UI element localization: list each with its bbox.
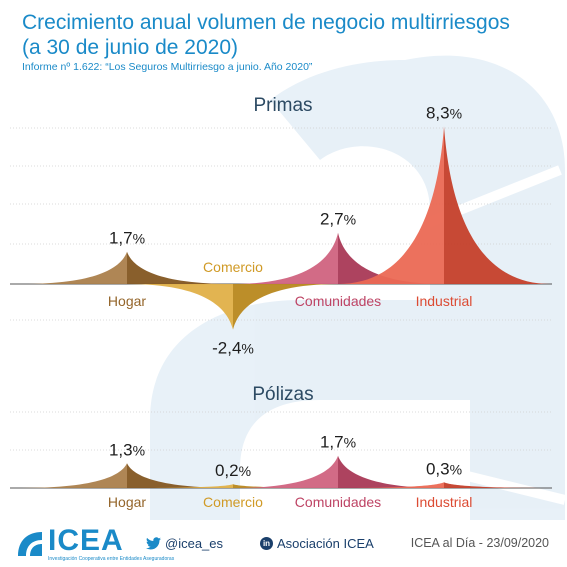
category-label-industrial: Industrial [416, 293, 473, 309]
logo-tagline: Investigación Cooperativa entre Entidade… [48, 556, 175, 562]
twitter-icon [146, 537, 161, 550]
title-line-1: Crecimiento anual volumen de negocio mul… [22, 11, 510, 34]
section-title-primas: Primas [253, 95, 312, 116]
value-label-hogar: 1,7% [109, 229, 145, 248]
watermark-line-2 [358, 165, 562, 255]
mark-comercio-right [233, 484, 339, 488]
chart-area: 1,7% Hogar -2,4% Comercio 2,7% Comunidades 8,3… [10, 55, 567, 520]
title-line-2: (a 30 de junio de 2020) [22, 36, 238, 59]
value-label-comunidades: 1,7% [320, 433, 356, 452]
value-label-industrial: 8,3% [426, 103, 462, 122]
mark-hogar-left [21, 463, 127, 488]
logo-text: ICEA [48, 524, 124, 557]
chart-subtitle: Informe nº 1.622: “Los Seguros Multirrie… [22, 61, 313, 73]
watermark-shape-bottom [150, 300, 565, 520]
twitter-handle: @icea_es [165, 536, 224, 551]
linkedin-icon: in [260, 537, 273, 550]
mark-industrial-right [444, 482, 550, 488]
mark-hogar-left [21, 251, 127, 284]
mark-comercio-right [233, 284, 339, 330]
icea-watermark [150, 55, 567, 520]
value-label-comunidades: 2,7% [320, 210, 356, 229]
publication-date: ICEA al Día - 23/09/2020 [410, 536, 549, 550]
section-title-polizas: Pólizas [252, 384, 313, 405]
category-label-comunidades: Comunidades [295, 293, 381, 309]
value-label-industrial: 0,3% [426, 459, 462, 478]
chart-title: Crecimiento anual volumen de negocio mul… [22, 10, 542, 60]
twitter-link[interactable]: @icea_es [146, 536, 223, 551]
category-label-hogar: Hogar [108, 494, 146, 510]
category-label-comunidades: Comunidades [295, 494, 381, 510]
mark-comercio-left [127, 284, 233, 330]
mark-industrial-left [338, 482, 444, 488]
footer: ICEA Investigación Cooperativa entre Ent… [0, 520, 567, 567]
mark-industrial-right [444, 126, 550, 284]
linkedin-link[interactable]: in Asociación ICEA [260, 536, 374, 551]
category-label-comercio: Comercio [203, 259, 263, 275]
mark-hogar-right [127, 251, 233, 284]
linkedin-name: Asociación ICEA [277, 536, 374, 551]
value-label-comercio: -2,4% [212, 339, 254, 358]
value-label-comercio: 0,2% [215, 461, 251, 480]
category-label-industrial: Industrial [416, 494, 473, 510]
mark-comunidades-left [232, 232, 338, 284]
icea-logo-icon [18, 532, 42, 556]
mark-comunidades-right [338, 455, 444, 488]
icea-logo: ICEA Investigación Cooperativa entre Ent… [14, 524, 174, 562]
mark-industrial-left [338, 126, 444, 284]
value-label-hogar: 1,3% [109, 440, 145, 459]
watermark-shape-top [270, 55, 565, 301]
mark-hogar-right [127, 463, 233, 488]
mark-comercio-left [127, 484, 233, 488]
category-label-comercio: Comercio [203, 494, 263, 510]
mark-comunidades-right [338, 232, 444, 284]
mark-comunidades-left [232, 455, 338, 488]
chart-marks: 1,7% Hogar -2,4% Comercio 2,7% Comunidades 8,3… [21, 103, 550, 510]
category-label-hogar: Hogar [108, 293, 146, 309]
